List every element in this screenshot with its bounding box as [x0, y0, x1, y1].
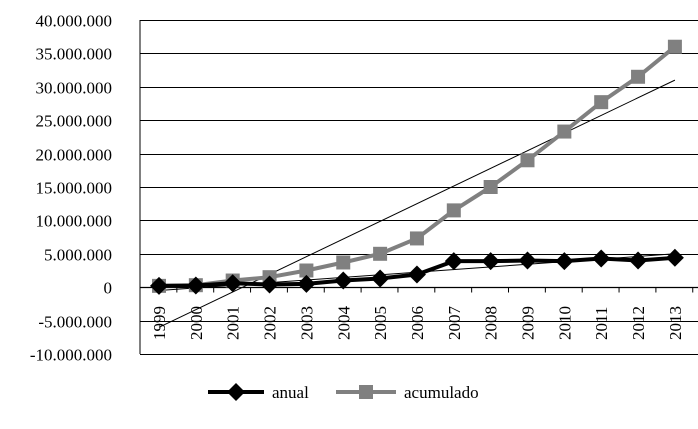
trendline-acumulado — [158, 79, 676, 328]
point-acumulado — [594, 95, 609, 110]
point-anual — [629, 251, 648, 270]
point-anual — [150, 276, 168, 295]
series-group — [150, 39, 684, 295]
point-anual — [665, 248, 684, 267]
gridlines — [139, 20, 698, 355]
x-tick-label: 2009 — [519, 306, 538, 340]
x-tick-label: 2013 — [666, 306, 685, 340]
series-line-acumulado — [158, 45, 677, 288]
point-anual — [407, 265, 426, 284]
y-tick-label: 0 — [104, 279, 113, 298]
x-tick-label: 2010 — [555, 306, 574, 340]
trendlines — [158, 79, 676, 328]
point-anual — [186, 276, 205, 295]
point-acumulado — [336, 255, 351, 270]
x-tick-label: 2000 — [187, 306, 206, 340]
point-acumulado — [373, 246, 388, 261]
point-acumulado — [667, 39, 682, 54]
point-anual — [371, 269, 390, 288]
x-axis — [140, 286, 698, 293]
y-tick-label: 20.000.000 — [36, 146, 113, 165]
legend-label-anual: anual — [272, 383, 309, 402]
point-anual — [481, 252, 500, 271]
point-acumulado — [483, 180, 498, 194]
point-anual — [592, 249, 611, 268]
x-tick-label: 2007 — [445, 306, 464, 341]
point-anual — [444, 252, 463, 271]
y-tick-label: 10.000.000 — [36, 212, 113, 231]
point-anual — [297, 274, 316, 293]
y-tick-label: -5.000.000 — [38, 313, 112, 332]
y-tick-label: -10.000.000 — [30, 346, 112, 365]
y-tick-label: 40.000.000 — [36, 12, 113, 31]
y-tick-label: 25.000.000 — [36, 112, 113, 131]
x-tick-label: 2012 — [629, 306, 648, 340]
point-anual — [260, 275, 279, 294]
point-acumulado — [446, 203, 461, 218]
point-anual — [334, 271, 353, 290]
x-tick-label: 2004 — [334, 306, 353, 341]
x-axis-ticks: 1999 2000 2001 2002 2003 2004 2005 2006 2007 2008… — [150, 306, 685, 341]
x-tick-label: 2011 — [592, 307, 611, 340]
legend-marker-acumulado — [359, 385, 373, 399]
x-tick-label: 2005 — [371, 306, 390, 340]
legend-marker-anual — [227, 383, 245, 401]
y-tick-label: 15.000.000 — [36, 179, 113, 198]
point-anual — [555, 252, 574, 271]
y-tick-label: 35.000.000 — [36, 45, 113, 64]
x-tick-label: 1999 — [150, 306, 169, 340]
x-tick-label: 2003 — [297, 306, 316, 340]
point-acumulado — [631, 69, 646, 84]
point-acumulado — [557, 124, 572, 139]
point-acumulado — [299, 263, 314, 278]
x-tick-label: 2001 — [224, 306, 243, 340]
x-tick-label: 2006 — [408, 306, 427, 340]
y-axis-ticks: 40.000.000 35.000.000 30.000.000 25.000.000… — [30, 12, 112, 365]
legend: anual acumulado — [208, 383, 479, 402]
y-tick-label: 30.000.000 — [36, 79, 113, 98]
x-tick-label: 2008 — [482, 306, 501, 340]
point-anual — [223, 274, 242, 293]
y-tick-label: 5.000.000 — [44, 246, 112, 265]
point-acumulado — [520, 153, 535, 168]
point-anual — [518, 251, 537, 270]
legend-label-acumulado: acumulado — [404, 383, 479, 402]
point-acumulado — [409, 231, 424, 246]
x-tick-label: 2002 — [261, 306, 280, 340]
